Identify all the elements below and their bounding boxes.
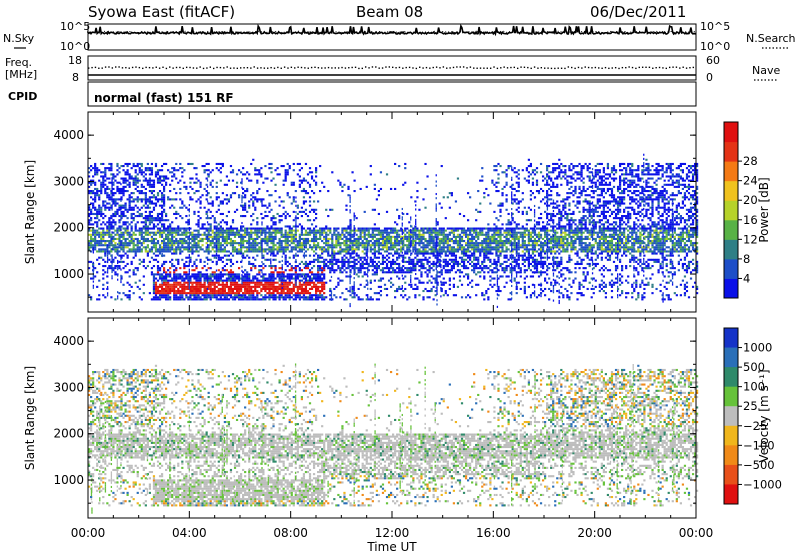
time-tick-6: 00:00	[679, 526, 714, 540]
velocity-colorbar-label: Velocity [m s⁻¹]	[757, 369, 771, 462]
velocity-data	[88, 363, 699, 514]
noise-strip: 10^5 10^0 10^5 10^0	[60, 20, 730, 53]
vel-colorbar-tick-0: 1000	[743, 341, 772, 355]
vel-colorbar-tick-2: 100	[743, 380, 765, 394]
vel-ytick-2: 3000	[53, 380, 84, 394]
date-label: 06/Dec/2011	[590, 3, 686, 21]
nave-label: Nave	[752, 64, 780, 77]
power-ytick-2: 3000	[53, 174, 84, 188]
velocity-colorbar: 1000 500 100 25 −25 −100 −500 −1000 Velocity [m…	[723, 327, 782, 505]
power-colorbar-swatch-2	[724, 239, 738, 260]
vel-colorbar-swatch-7	[724, 464, 738, 485]
vel-colorbar-swatch-5	[724, 425, 738, 446]
power-colorbar-tick-5: 24	[743, 174, 758, 188]
vel-colorbar-tick-3: 25	[743, 399, 758, 413]
power-colorbar-swatch-5	[724, 180, 738, 201]
time-tick-5: 20:00	[577, 526, 612, 540]
power-colorbar-label: Power [dB]	[757, 177, 771, 242]
power-colorbar-swatch-7	[724, 141, 738, 162]
vel-colorbar-swatch-0	[724, 328, 738, 349]
power-colorbar-swatch-0	[724, 278, 738, 299]
power-data	[88, 153, 699, 308]
vel-colorbar-tick-1: 500	[743, 360, 765, 374]
frequency-strip: 18 8 60 0	[68, 54, 720, 84]
power-colorbar-tick-0: 4	[743, 271, 750, 285]
cpid-label: CPID	[8, 90, 37, 103]
vel-colorbar-swatch-3	[724, 386, 738, 407]
nave-tick-high: 60	[706, 54, 720, 67]
noise-tick-high-right: 10^5	[700, 20, 730, 33]
time-tick-3: 12:00	[375, 526, 410, 540]
noise-tick-low-right: 10^0	[700, 40, 730, 53]
power-ytick-1: 2000	[53, 221, 84, 235]
nsky-label: N.Sky	[3, 32, 35, 45]
nsearch-label: N.Search	[746, 32, 796, 45]
time-axis: 00:00 04:00 08:00 12:00 16:00 20:00 00:00	[71, 526, 714, 540]
power-colorbar-tick-6: 28	[743, 154, 758, 168]
vel-colorbar-tick-6: −500	[743, 458, 775, 472]
vel-ytick-0: 1000	[53, 473, 84, 487]
station-title: Syowa East (fitACF)	[88, 3, 235, 21]
noise-trace	[87, 23, 697, 37]
power-colorbar: 4 8 12 16 20 24 28 Power [dB]	[723, 121, 771, 299]
freq-trace	[88, 66, 696, 76]
vel-colorbar-swatch-1	[724, 347, 738, 368]
vel-colorbar-tick-4: −25	[743, 419, 767, 433]
power-colorbar-tick-1: 8	[743, 252, 750, 266]
time-tick-0: 00:00	[71, 526, 106, 540]
vel-colorbar-swatch-2	[724, 367, 738, 388]
power-ytick-3: 4000	[53, 128, 84, 142]
time-tick-2: 08:00	[273, 526, 308, 540]
power-panel: 1000 2000 3000 4000 Slant Range [km]	[23, 111, 699, 313]
power-colorbar-swatch-1	[724, 258, 738, 279]
noise-tick-high: 10^5	[60, 20, 90, 33]
time-tick-4: 16:00	[476, 526, 511, 540]
beam-label: Beam 08	[356, 3, 423, 21]
vel-ytick-3: 4000	[53, 334, 84, 348]
time-tick-1: 04:00	[172, 526, 207, 540]
noise-tick-low: 10^0	[60, 40, 90, 53]
power-colorbar-swatch-3	[724, 219, 738, 240]
freq-tick-low: 8	[72, 71, 79, 84]
velocity-ylabel: Slant Range [km]	[23, 366, 37, 470]
vel-colorbar-swatch-8	[724, 484, 738, 505]
power-colorbar-swatch-4	[724, 200, 738, 221]
vel-ytick-1: 2000	[53, 427, 84, 441]
vel-colorbar-swatch-6	[724, 445, 738, 466]
power-colorbar-tick-3: 16	[743, 213, 758, 227]
cpid-value: normal (fast) 151 RF	[94, 91, 234, 105]
power-colorbar-tick-2: 12	[743, 232, 758, 246]
vel-colorbar-tick-7: −1000	[743, 477, 782, 491]
nave-tick-low: 0	[706, 71, 713, 84]
freq-label: Freq.	[5, 56, 32, 69]
cpid-strip	[87, 81, 697, 107]
vel-colorbar-tick-5: −100	[743, 438, 775, 452]
power-colorbar-tick-4: 20	[743, 193, 758, 207]
power-ylabel: Slant Range [km]	[23, 160, 37, 264]
velocity-panel: 1000 2000 3000 4000 Slant Range [km]	[23, 317, 699, 519]
power-colorbar-swatch-6	[724, 161, 738, 182]
freq-tick-high: 18	[68, 54, 82, 67]
vel-colorbar-swatch-4	[724, 406, 738, 427]
x-axis-label: Time UT	[366, 540, 417, 554]
power-colorbar-swatch-8	[724, 122, 738, 143]
freq-unit-label: [MHz]	[5, 68, 37, 81]
power-ytick-0: 1000	[53, 267, 84, 281]
